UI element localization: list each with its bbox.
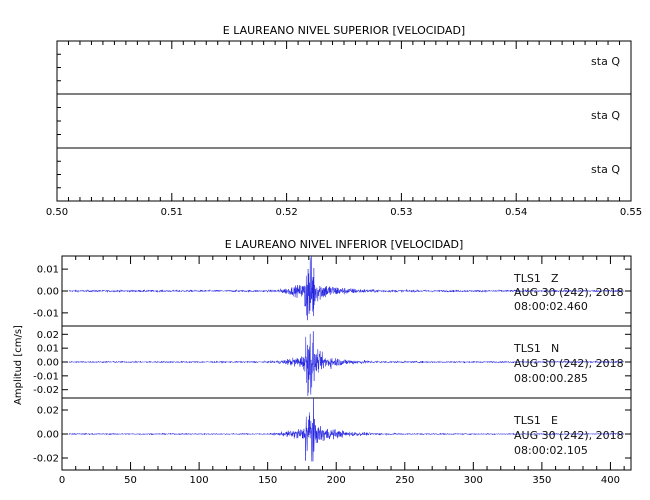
bottom-x-minor-ticks (75, 256, 625, 470)
trace-e-date: AUG 30 (242), 2018 (514, 429, 624, 442)
trace-z-time: 08:00:02.460 (514, 300, 588, 313)
top-x-tick-label: 0.54 (505, 207, 527, 218)
bottom-y-axis: 0.01 0.00 -0.01 0.02 0.01 0.00 -0.01 -0.02 0.02 0… (33, 265, 631, 465)
top-x-tick-label: 0.51 (161, 207, 183, 218)
bottom-x-tick-label: 350 (532, 475, 551, 486)
bottom-y-tick-label: 0.00 (37, 358, 59, 369)
top-trace-label-1: sta Q (591, 55, 620, 68)
top-x-tick-label: 0.53 (390, 207, 412, 218)
bottom-x-tick-label: 0 (59, 475, 65, 486)
bottom-x-tick-label: 100 (190, 475, 209, 486)
top-panel-frame (56, 40, 632, 202)
top-x-minor-ticks (57, 41, 621, 201)
trace-e (68, 397, 625, 462)
trace-n-component: N (551, 342, 559, 355)
bottom-x-tick-label: 400 (601, 475, 620, 486)
top-panel-title: E LAUREANO NIVEL SUPERIOR [VELOCIDAD] (223, 24, 465, 37)
bottom-y-tick-label: 0.00 (37, 287, 59, 298)
bottom-panel-frame (61, 255, 632, 471)
trace-n-station: TLS1 (513, 342, 541, 355)
bottom-x-tick-label: 250 (395, 475, 414, 486)
bottom-y-tick-label: -0.02 (33, 454, 59, 465)
bottom-y-tick-label: 0.02 (37, 330, 59, 341)
bottom-y-tick-label: 0.01 (37, 344, 59, 355)
bottom-x-tick-label: 300 (464, 475, 483, 486)
top-x-tick-label: 0.50 (46, 207, 68, 218)
trace-z (68, 255, 625, 321)
y-axis-label: Amplitud [cm/s] (13, 325, 24, 405)
top-x-tick-label: 0.55 (620, 207, 642, 218)
trace-z-line (68, 255, 625, 321)
bottom-y-tick-label: 0.00 (37, 430, 59, 441)
bottom-y-tick-label: -0.01 (33, 308, 59, 319)
trace-e-time: 08:00:02.105 (514, 444, 588, 457)
trace-n-line (68, 330, 625, 396)
trace-e-station: TLS1 (513, 414, 541, 427)
bottom-x-tick-label: 50 (124, 475, 137, 486)
trace-z-date: AUG 30 (242), 2018 (514, 286, 624, 299)
bottom-x-tick-label: 200 (327, 475, 346, 486)
trace-n-date: AUG 30 (242), 2018 (514, 357, 624, 370)
top-trace-label-2: sta Q (591, 109, 620, 122)
trace-e-component: E (551, 414, 558, 427)
trace-n-annotation: TLS1 N AUG 30 (242), 2018 08:00:00.285 (513, 342, 624, 385)
trace-n-time: 08:00:00.285 (514, 372, 588, 385)
trace-z-station: TLS1 (513, 272, 541, 285)
trace-z-annotation: TLS1 Z AUG 30 (242), 2018 08:00:02.460 (513, 272, 624, 313)
bottom-y-tick-label: 0.01 (37, 265, 59, 276)
trace-z-component: Z (551, 272, 559, 285)
bottom-panel-title: E LAUREANO NIVEL INFERIOR [VELOCIDAD] (225, 238, 464, 251)
bottom-y-tick-label: -0.02 (33, 385, 59, 396)
top-x-tick-label: 0.52 (275, 207, 297, 218)
trace-e-line (68, 397, 625, 462)
bottom-y-tick-label: 0.02 (37, 406, 59, 417)
top-trace-label-3: sta Q (591, 163, 620, 176)
bottom-x-axis: 0 50 100 150 200 250 300 350 400 (59, 256, 620, 486)
bottom-x-tick-label: 150 (258, 475, 277, 486)
bottom-y-tick-label: -0.01 (33, 371, 59, 382)
trace-e-annotation: TLS1 E AUG 30 (242), 2018 08:00:02.105 (513, 414, 624, 457)
trace-n (68, 330, 625, 396)
top-x-axis: 0.50 0.51 0.52 0.53 0.54 0.55 (46, 41, 642, 218)
